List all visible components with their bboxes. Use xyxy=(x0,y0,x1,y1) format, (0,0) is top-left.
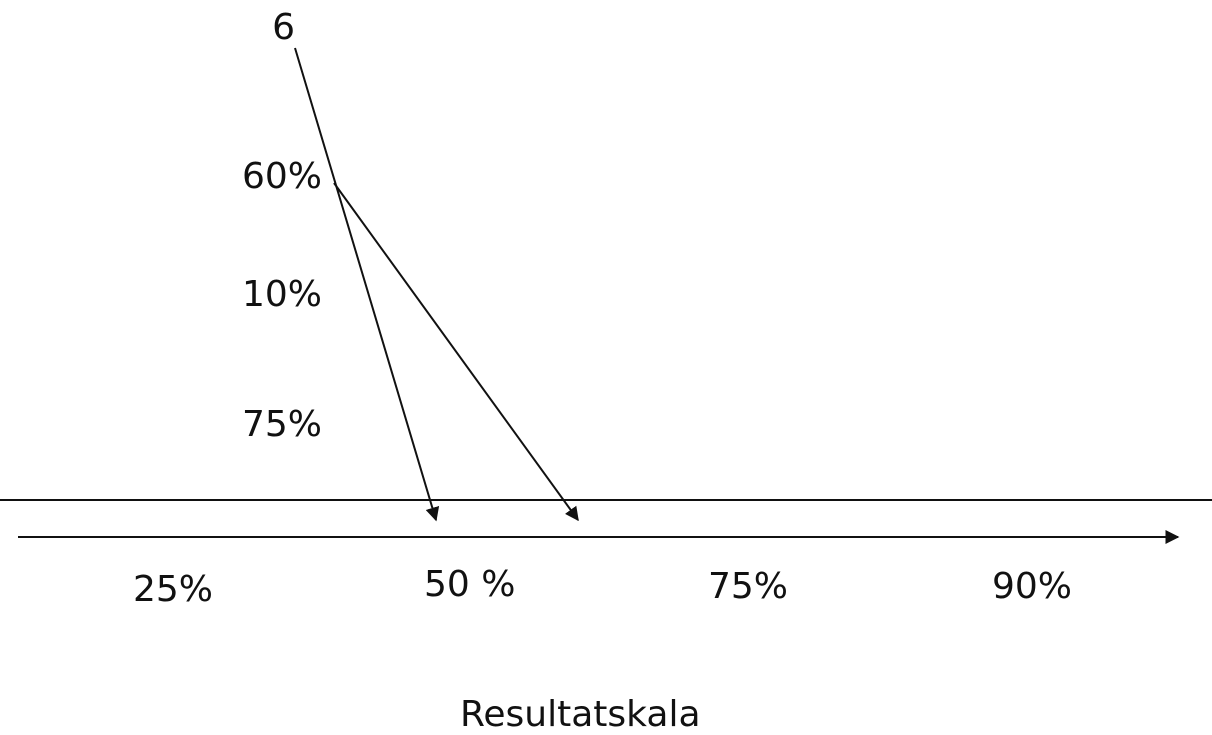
scale-label-75: 75% xyxy=(708,566,789,607)
label-60-percent: 60% xyxy=(241,156,322,197)
scale-label-50: 50 % xyxy=(424,564,516,605)
label-top-6: 6 xyxy=(272,7,295,48)
arrow-top-to-50 xyxy=(294,47,440,522)
label-10-percent: 10% xyxy=(241,274,322,315)
arrow-60-to-scale xyxy=(333,182,579,522)
scale-label-90: 90% xyxy=(992,566,1073,607)
scale-label-25: 25% xyxy=(133,569,214,610)
label-75-percent-left: 75% xyxy=(241,404,322,445)
caption-resultatskala: Resultatskala xyxy=(460,694,701,735)
